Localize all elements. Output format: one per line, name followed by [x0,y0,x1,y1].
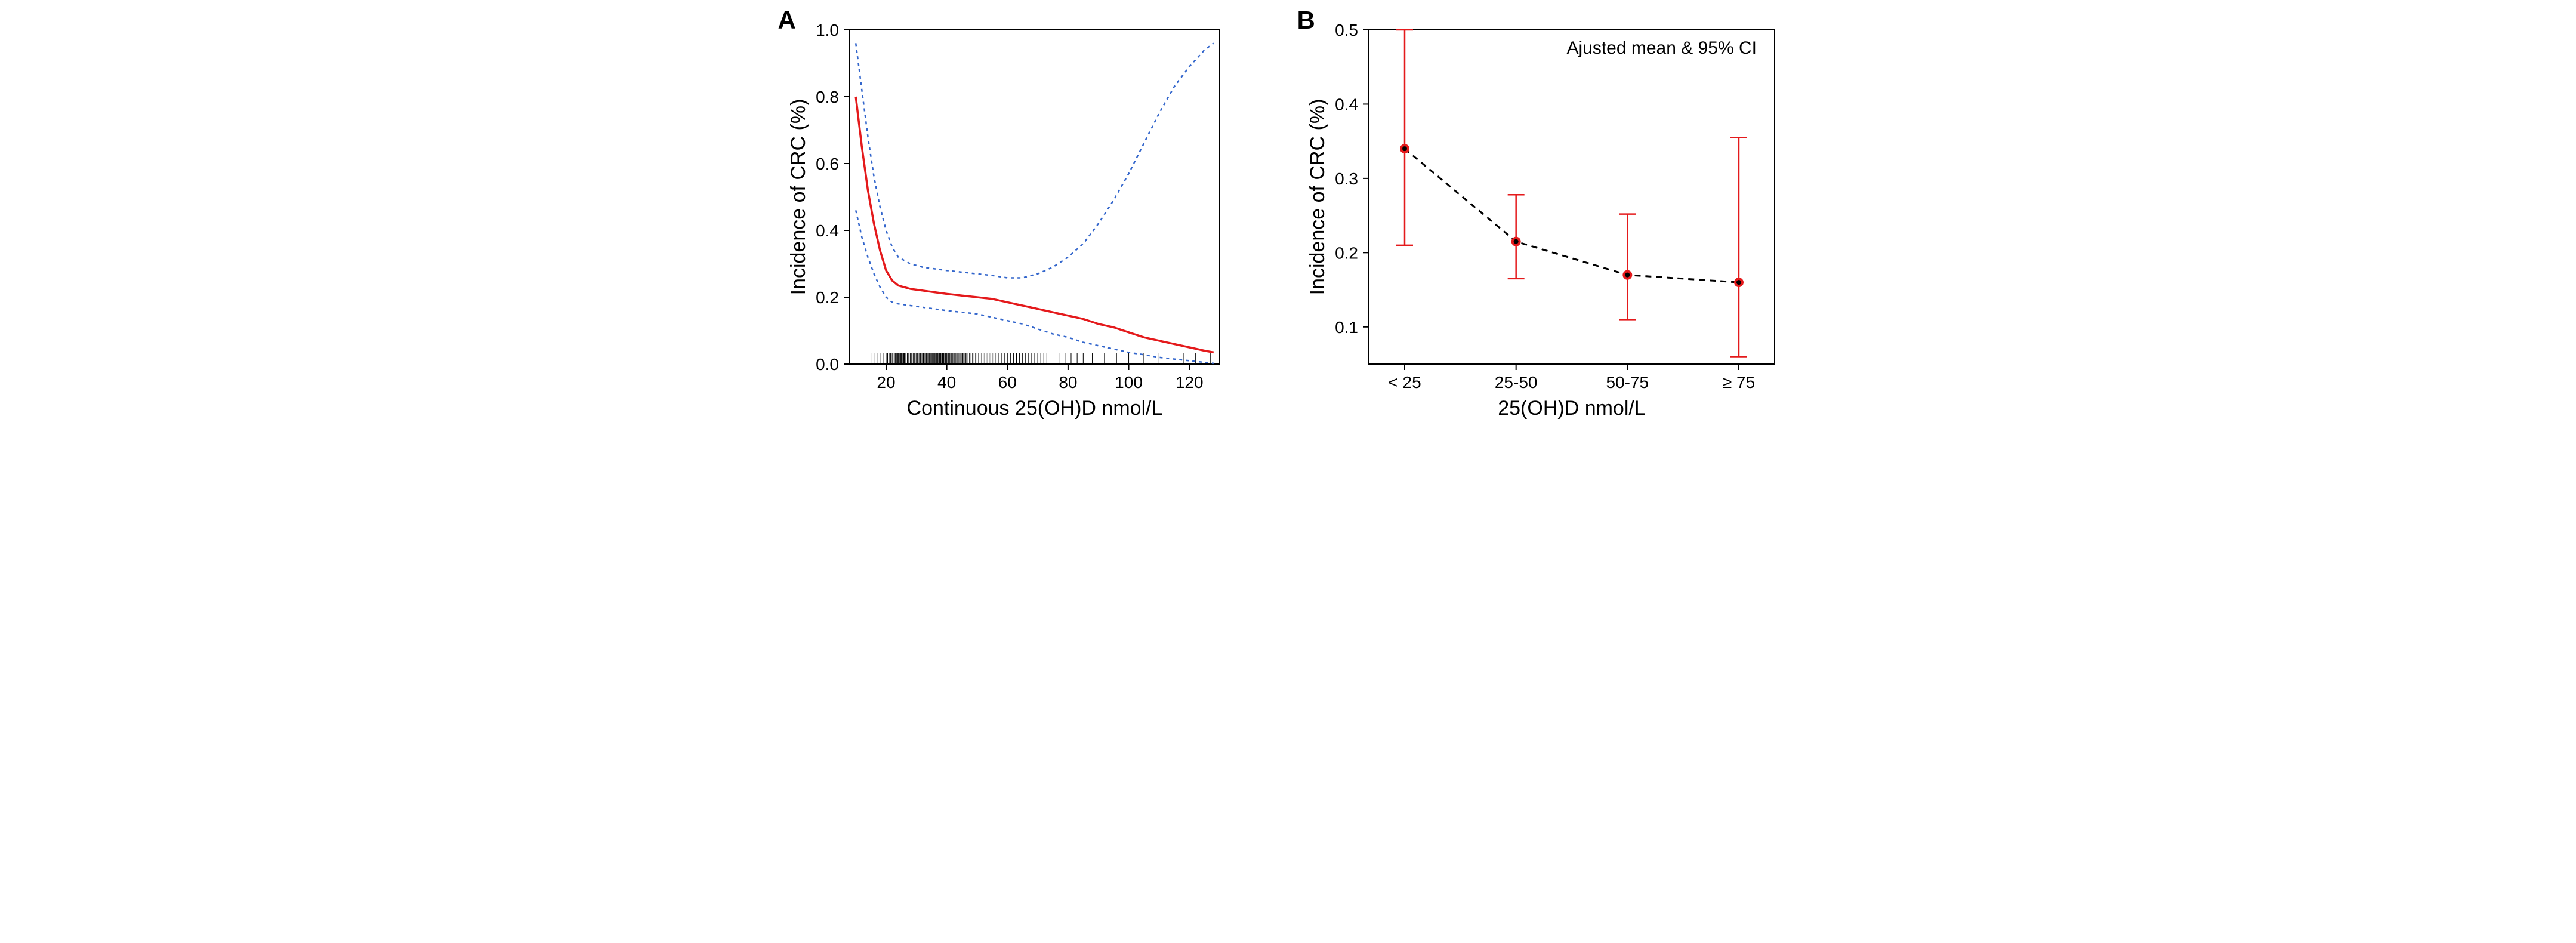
figure-container: A 204060801001200.00.20.40.60.81.0Contin… [12,12,2564,430]
svg-text:0.4: 0.4 [816,221,839,240]
svg-text:0.2: 0.2 [816,288,839,307]
svg-text:Incidence of CRC (%): Incidence of CRC (%) [787,99,810,295]
svg-text:0.5: 0.5 [1335,21,1358,39]
svg-text:40: 40 [937,373,956,392]
svg-text:Continuous 25(OH)D nmol/L: Continuous 25(OH)D nmol/L [906,397,1162,420]
panel-a-label: A [778,6,796,35]
panel-a: A 204060801001200.00.20.40.60.81.0Contin… [784,12,1232,430]
svg-text:1.0: 1.0 [816,21,839,39]
svg-text:0.8: 0.8 [816,88,839,106]
svg-text:0.6: 0.6 [816,155,839,173]
panel-a-svg: 20 40 60 80 100 120 0.0 0.2 0.4 0.6 0.8 1.0 Continuo… [784,12,1232,427]
svg-text:0.4: 0.4 [1335,95,1358,113]
svg-text:Incidence of CRC (%): Incidence of CRC (%) [1306,99,1329,295]
svg-text:80: 80 [1059,373,1077,392]
svg-text:50-75: 50-75 [1606,373,1649,392]
svg-text:Ajusted mean & 95% CI: Ajusted mean & 95% CI [1566,38,1757,58]
panel-b: B < 2525-5050-75≥ 750.10.20.30.40.525(OH… [1303,12,1793,430]
svg-text:25(OH)D nmol/L: 25(OH)D nmol/L [1498,397,1646,420]
svg-text:0.3: 0.3 [1335,170,1358,188]
svg-text:25-50: 25-50 [1494,373,1537,392]
svg-text:120: 120 [1175,373,1203,392]
svg-text:0.2: 0.2 [1335,244,1358,262]
svg-text:20: 20 [877,373,895,392]
svg-text:0.1: 0.1 [1335,318,1358,337]
svg-text:0.0: 0.0 [816,355,839,374]
svg-text:≥ 75: ≥ 75 [1722,373,1754,392]
panel-b-label: B [1297,6,1315,35]
svg-text:60: 60 [998,373,1016,392]
svg-text:< 25: < 25 [1388,373,1421,392]
svg-text:100: 100 [1115,373,1143,392]
panel-b-svg: < 25 25-50 50-75 ≥ 75 0.1 0.2 0.3 0.4 0.5 25(OH)D… [1303,12,1793,427]
